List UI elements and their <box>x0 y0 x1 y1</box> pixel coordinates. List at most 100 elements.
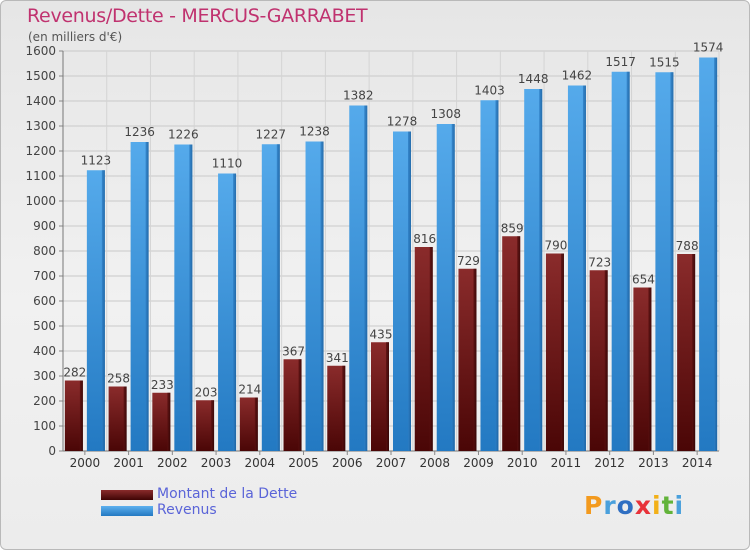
bar-debt <box>545 253 564 451</box>
logo-letter: t <box>661 491 675 520</box>
data-label-debt: 723 <box>588 255 611 269</box>
y-tick-label: 1200 <box>25 144 56 158</box>
y-tick-label: 600 <box>33 294 56 308</box>
x-tick-label: 2013 <box>638 456 669 470</box>
y-tick-label: 1300 <box>25 119 56 133</box>
bar-chart: 0 100 200 300 400 500 600 700 800 900 1000 1100 1200… <box>25 41 724 471</box>
proxiti-logo: Proxiti <box>584 491 684 520</box>
data-label-debt: 788 <box>676 239 699 253</box>
bar-revenue <box>611 71 630 451</box>
data-label-debt: 790 <box>544 239 567 253</box>
bar-debt <box>502 236 521 451</box>
data-label-debt: 214 <box>238 383 261 397</box>
bar-debt-shade <box>123 386 127 451</box>
y-tick-label: 1600 <box>25 44 56 58</box>
data-label-debt: 729 <box>457 254 480 268</box>
y-tick-label: 300 <box>33 369 56 383</box>
data-label-revenue: 1403 <box>474 83 505 97</box>
bar-revenue <box>655 72 674 451</box>
data-label-debt: 233 <box>151 378 174 392</box>
y-tick-label: 400 <box>33 344 56 358</box>
data-label-debt: 435 <box>370 327 393 341</box>
legend-label-revenue: Revenus <box>157 502 217 518</box>
x-tick-label: 2004 <box>245 456 276 470</box>
x-tick-label: 2010 <box>507 456 538 470</box>
y-tick-label: 1400 <box>25 94 56 108</box>
bar-revenue-shade <box>145 142 149 451</box>
bar-debt-shade <box>342 365 346 451</box>
y-tick-label: 900 <box>33 219 56 233</box>
bar-debt <box>239 397 258 451</box>
y-tick-label: 1000 <box>25 194 56 208</box>
x-tick-label: 2012 <box>594 456 625 470</box>
y-tick-label: 700 <box>33 269 56 283</box>
bar-revenue-shade <box>451 124 455 451</box>
y-tick-label: 800 <box>33 244 56 258</box>
x-tick-label: 2006 <box>332 456 363 470</box>
logo-letter: i <box>652 491 662 520</box>
bar-revenue-shade <box>320 141 324 451</box>
data-label-revenue: 1382 <box>343 89 374 103</box>
legend-label-debt: Montant de la Dette <box>157 486 298 502</box>
data-label-revenue: 1574 <box>693 41 724 55</box>
bar-debt-shade <box>692 254 696 451</box>
bar-debt <box>458 268 477 451</box>
data-label-revenue: 1226 <box>168 128 199 142</box>
bar-debt-shade <box>473 268 477 451</box>
data-label-revenue: 1227 <box>256 127 287 141</box>
bar-revenue <box>567 85 586 451</box>
chart-title: Revenus/Dette - MERCUS-GARRABET <box>27 5 368 27</box>
data-label-revenue: 1123 <box>81 153 112 167</box>
x-tick-label: 2000 <box>70 456 101 470</box>
data-label-revenue: 1517 <box>605 55 636 69</box>
x-tick-label: 2009 <box>463 456 494 470</box>
bar-debt-shade <box>429 247 433 451</box>
bar-debt <box>196 400 215 451</box>
bar-revenue <box>174 144 193 451</box>
data-label-debt: 282 <box>63 366 86 380</box>
bar-debt <box>152 392 171 451</box>
data-label-revenue: 1462 <box>562 69 593 83</box>
y-tick-label: 1500 <box>25 69 56 83</box>
bar-revenue-shade <box>714 57 718 451</box>
bar-debt <box>414 247 433 451</box>
y-tick-label: 200 <box>33 394 56 408</box>
chart-subtitle: (en milliers d'€) <box>28 30 123 44</box>
bar-revenue-shade <box>626 71 630 451</box>
bar-debt-shade <box>298 359 302 451</box>
x-tick-label: 2003 <box>201 456 232 470</box>
x-tick-label: 2001 <box>113 456 144 470</box>
data-label-revenue: 1238 <box>299 125 330 139</box>
data-label-debt: 816 <box>413 232 436 246</box>
bar-revenue <box>524 89 543 451</box>
data-label-revenue: 1110 <box>212 157 243 171</box>
bar-revenue <box>393 131 411 451</box>
bar-debt <box>677 254 696 451</box>
y-tick-label: 0 <box>48 444 56 458</box>
data-label-debt: 258 <box>107 372 130 386</box>
bar-debt <box>633 287 652 451</box>
bar-debt-shade <box>517 236 521 451</box>
bar-revenue-shade <box>101 170 105 451</box>
data-label-revenue: 1308 <box>430 107 461 121</box>
data-label-revenue: 1448 <box>518 72 549 86</box>
x-tick-label: 2007 <box>376 456 407 470</box>
bar-debt-shade <box>254 397 258 451</box>
y-tick-label: 1100 <box>25 169 56 183</box>
data-label-revenue: 1236 <box>124 125 155 139</box>
data-label-revenue: 1278 <box>387 115 418 129</box>
bar-revenue <box>699 57 718 451</box>
x-tick-label: 2014 <box>682 456 713 470</box>
data-label-debt: 654 <box>632 273 655 287</box>
legend-swatch-debt <box>101 490 153 500</box>
bar-debt-shade <box>560 253 564 451</box>
bar-debt-shade <box>648 287 652 451</box>
bar-revenue <box>349 105 368 451</box>
data-label-revenue: 1515 <box>649 55 680 69</box>
bar-debt-shade <box>167 392 171 451</box>
bar-debt <box>283 359 302 451</box>
logo-letter: i <box>674 491 685 520</box>
x-tick-label: 2011 <box>551 456 582 470</box>
data-label-debt: 203 <box>195 385 218 399</box>
